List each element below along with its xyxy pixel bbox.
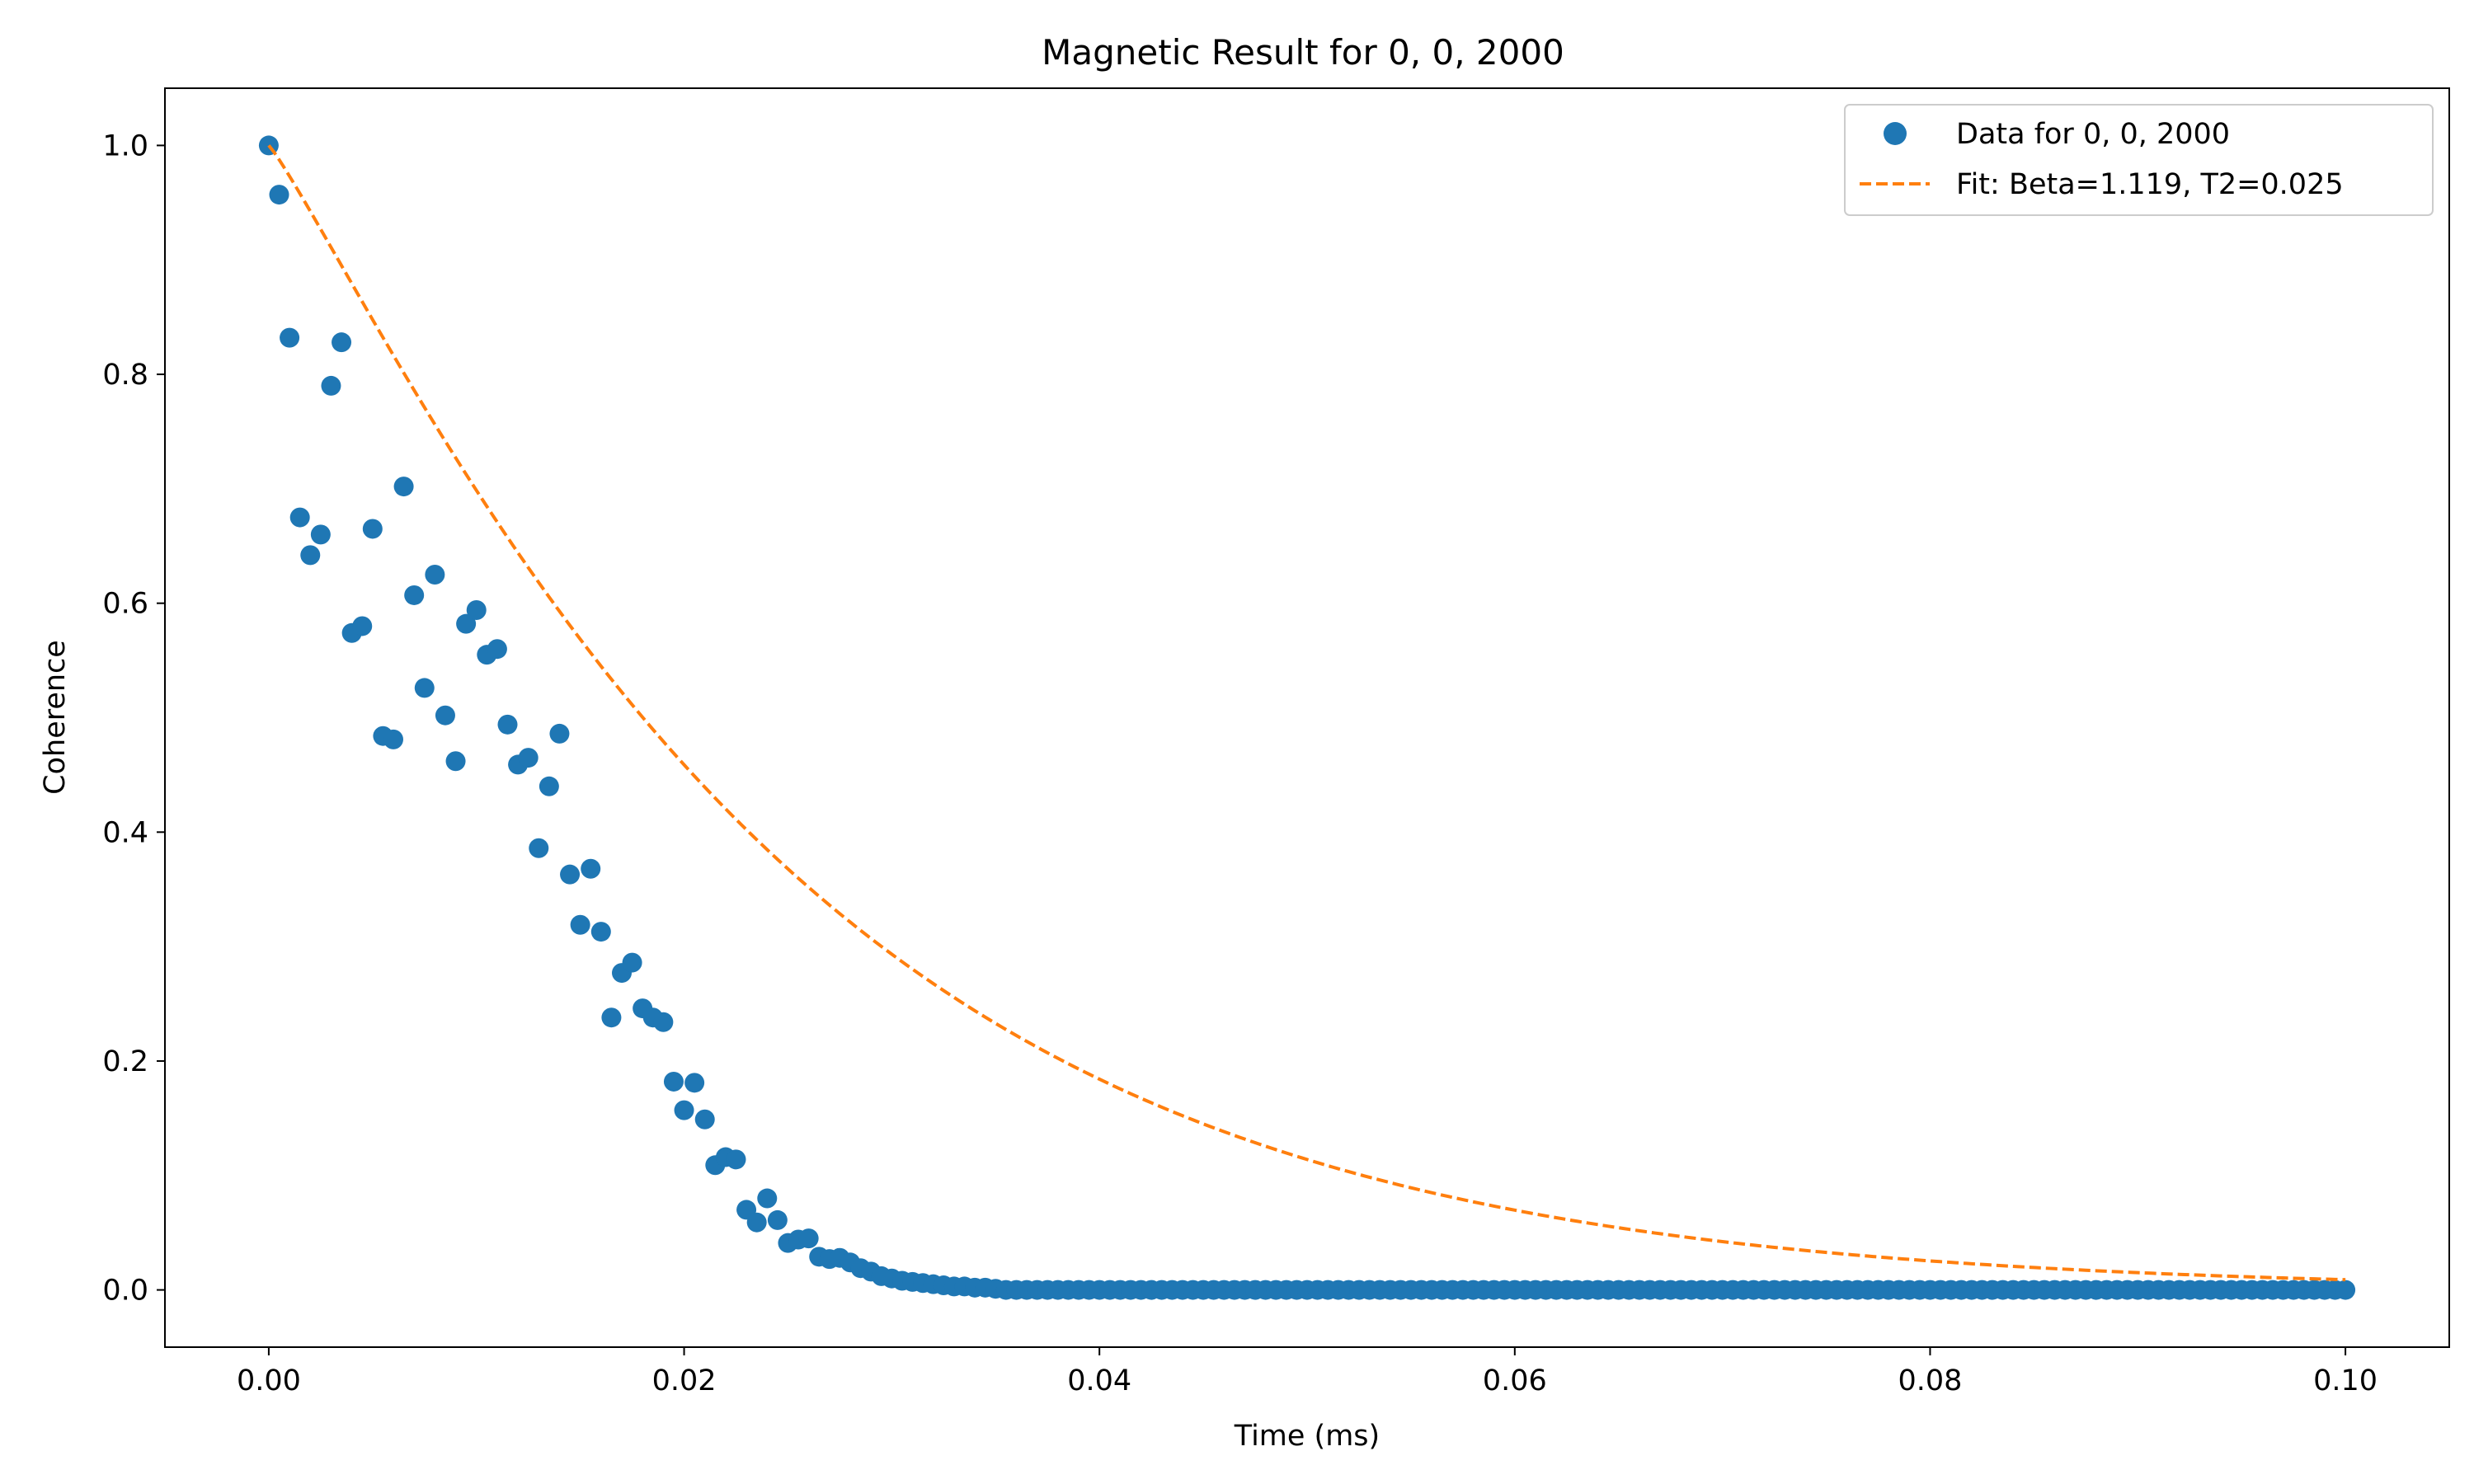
data-point	[746, 1212, 767, 1233]
data-point	[539, 776, 559, 796]
data-point	[404, 585, 425, 605]
data-layer	[258, 135, 2356, 1300]
data-point	[435, 705, 455, 726]
data-point	[487, 639, 507, 660]
data-point	[332, 332, 352, 353]
data-point	[269, 185, 289, 205]
plot-area	[165, 88, 2449, 1347]
data-point	[798, 1228, 819, 1249]
data-point	[726, 1149, 746, 1170]
y-axis-label: Coherence	[39, 640, 72, 795]
data-point	[674, 1100, 694, 1120]
plot-frame	[164, 87, 2450, 1348]
data-point	[529, 838, 549, 858]
legend-label-fit: Fit: Beta=1.119, T2=0.025	[1956, 168, 2344, 201]
data-point	[280, 327, 300, 348]
data-point	[684, 1073, 705, 1093]
data-point	[653, 1012, 674, 1032]
data-point	[622, 952, 642, 973]
data-point	[549, 723, 570, 744]
legend: Data for 0, 0, 2000 Fit: Beta=1.119, T2=…	[1844, 104, 2434, 216]
y-tick-label: 0.8	[102, 359, 148, 392]
data-point	[466, 600, 487, 621]
data-point	[300, 545, 321, 566]
data-point	[767, 1209, 788, 1230]
data-point	[590, 922, 611, 942]
legend-label-data: Data for 0, 0, 2000	[1956, 118, 2230, 151]
x-tick-label: 0.10	[2313, 1364, 2378, 1397]
x-tick-label: 0.06	[1483, 1364, 1547, 1397]
y-tick-label: 0.0	[102, 1275, 148, 1308]
data-point	[757, 1188, 778, 1209]
data-point	[393, 477, 414, 497]
x-axis-label: Time (ms)	[1234, 1420, 1380, 1453]
data-point	[425, 564, 445, 585]
x-tick-label: 0.02	[652, 1364, 717, 1397]
x-tick-label: 0.08	[1898, 1364, 1962, 1397]
data-point	[694, 1109, 715, 1129]
data-point	[497, 714, 518, 735]
data-point	[663, 1071, 684, 1092]
data-point	[362, 519, 383, 539]
data-point	[310, 524, 331, 545]
legend-frame	[1844, 104, 2434, 216]
data-point	[414, 678, 435, 698]
data-point	[2335, 1280, 2356, 1300]
data-point	[560, 864, 581, 885]
data-point	[581, 858, 601, 879]
fit-line	[267, 144, 2346, 1282]
x-axis: 0.00 0.02 0.04 0.06 0.08 0.10	[237, 1347, 2378, 1397]
data-point	[570, 914, 590, 935]
x-tick-label: 0.00	[237, 1364, 301, 1397]
data-point	[518, 748, 539, 768]
data-point	[456, 613, 477, 634]
data-series-points	[258, 135, 2356, 1300]
y-tick-label: 0.4	[102, 816, 148, 849]
data-point	[289, 507, 310, 528]
data-point	[321, 375, 341, 396]
legend-marker-data	[1884, 122, 1907, 145]
y-axis: 0.0 0.2 0.4 0.6 0.8 1.0	[102, 129, 165, 1308]
data-point	[383, 729, 403, 749]
chart-title: Magnetic Result for 0, 0, 2000	[1042, 32, 1564, 73]
data-point	[352, 616, 373, 636]
data-point	[601, 1007, 622, 1028]
y-tick-label: 0.6	[102, 588, 148, 621]
y-tick-label: 1.0	[102, 129, 148, 162]
x-tick-label: 0.04	[1067, 1364, 1131, 1397]
data-point	[445, 751, 466, 772]
y-tick-label: 0.2	[102, 1045, 148, 1078]
